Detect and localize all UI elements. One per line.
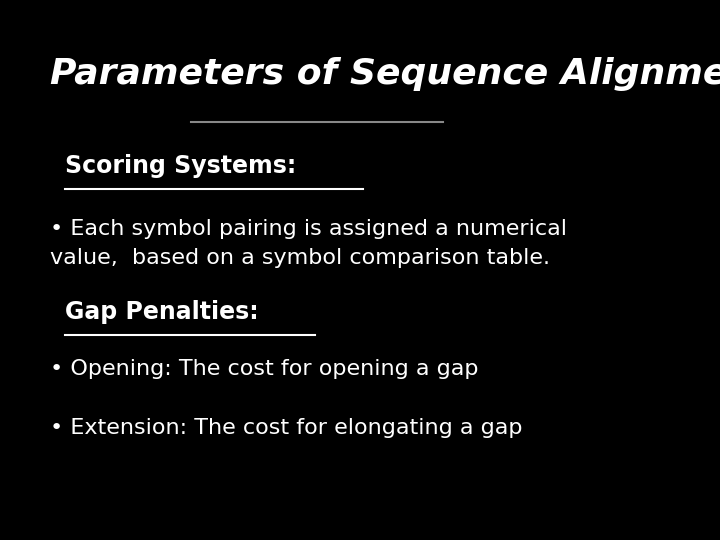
Text: Scoring Systems:: Scoring Systems:	[65, 154, 296, 178]
Text: Parameters of Sequence Alignment: Parameters of Sequence Alignment	[50, 57, 720, 91]
Text: • Opening: The cost for opening a gap: • Opening: The cost for opening a gap	[50, 359, 479, 379]
Text: • Each symbol pairing is assigned a numerical
value,  based on a symbol comparis: • Each symbol pairing is assigned a nume…	[50, 219, 567, 268]
Text: • Extension: The cost for elongating a gap: • Extension: The cost for elongating a g…	[50, 418, 523, 438]
Text: Gap Penalties:: Gap Penalties:	[65, 300, 258, 323]
